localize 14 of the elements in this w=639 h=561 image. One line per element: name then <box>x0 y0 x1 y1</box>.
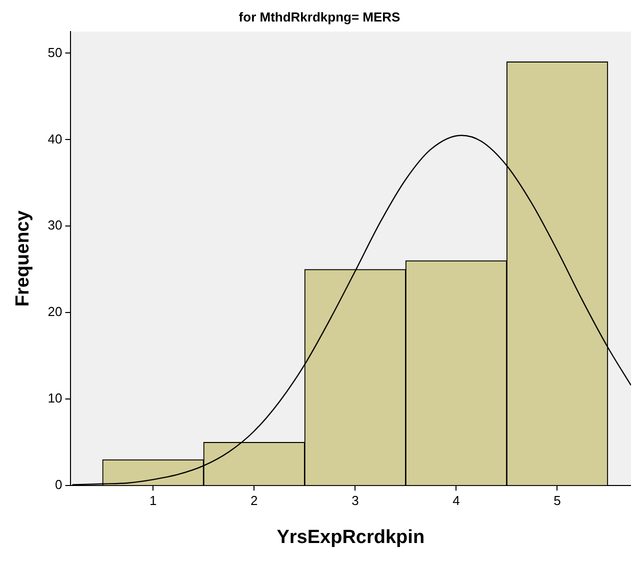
x-tick-label: 1 <box>149 492 157 508</box>
x-axis-title: YrsExpRcrdkpin <box>276 526 425 548</box>
chart-title: for MthdRkrdkpng= MERS <box>238 9 401 24</box>
x-tick-label: 3 <box>352 492 359 508</box>
x-tick-label: 5 <box>554 492 561 508</box>
y-tick-label: 40 <box>48 131 62 146</box>
x-tick-label: 2 <box>250 492 258 508</box>
y-tick-label: 10 <box>48 390 62 406</box>
y-tick-label: 50 <box>48 44 62 60</box>
y-tick-label: 20 <box>48 304 62 320</box>
x-tick-label: 4 <box>452 492 460 508</box>
y-tick-label: 30 <box>48 218 62 233</box>
y-tick-label: 0 <box>55 477 62 492</box>
y-axis-title: Frequency <box>12 210 34 307</box>
